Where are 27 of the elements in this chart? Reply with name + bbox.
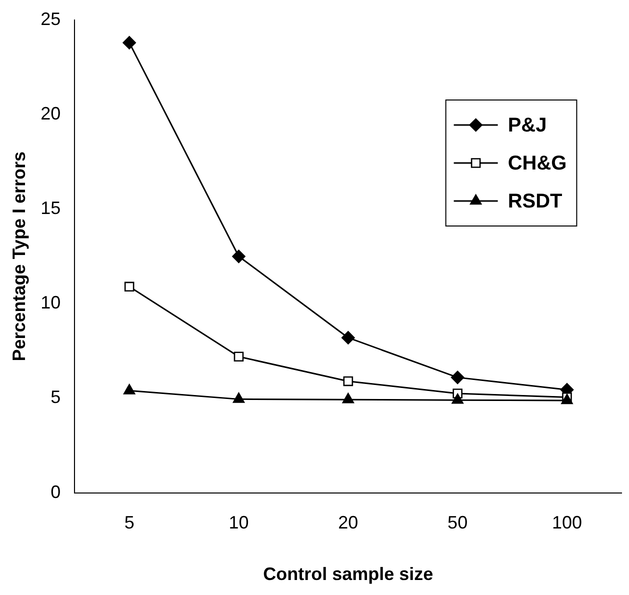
point — [450, 370, 464, 384]
legend-label: P&J — [508, 114, 547, 137]
point — [342, 331, 355, 344]
point — [232, 392, 245, 403]
point — [122, 36, 136, 50]
x-tick-label: 10 — [228, 512, 249, 533]
point — [232, 250, 246, 264]
y-tick-label: 15 — [40, 198, 61, 218]
point — [234, 352, 244, 362]
point — [343, 376, 354, 386]
point — [123, 384, 136, 394]
legend-label: CH&G — [508, 152, 567, 175]
y-tick-label: 5 — [50, 387, 61, 408]
legend-label: RSDT — [508, 190, 562, 213]
y-tick-label: 20 — [40, 104, 61, 124]
x-axis-title: Control sample size — [263, 564, 434, 584]
y-tick-label: 25 — [40, 8, 61, 29]
x-tick-label: 20 — [338, 512, 358, 533]
x-tick-label: 50 — [448, 512, 468, 533]
y-tick-label: 0 — [50, 482, 61, 502]
point — [452, 393, 464, 404]
point — [124, 282, 134, 292]
y-tick-label: 10 — [40, 292, 61, 313]
point — [342, 392, 354, 404]
x-tick-label: 100 — [552, 512, 582, 533]
y-axis-title: Percentage Type I errors — [8, 152, 29, 362]
x-tick-label: 5 — [124, 512, 134, 533]
